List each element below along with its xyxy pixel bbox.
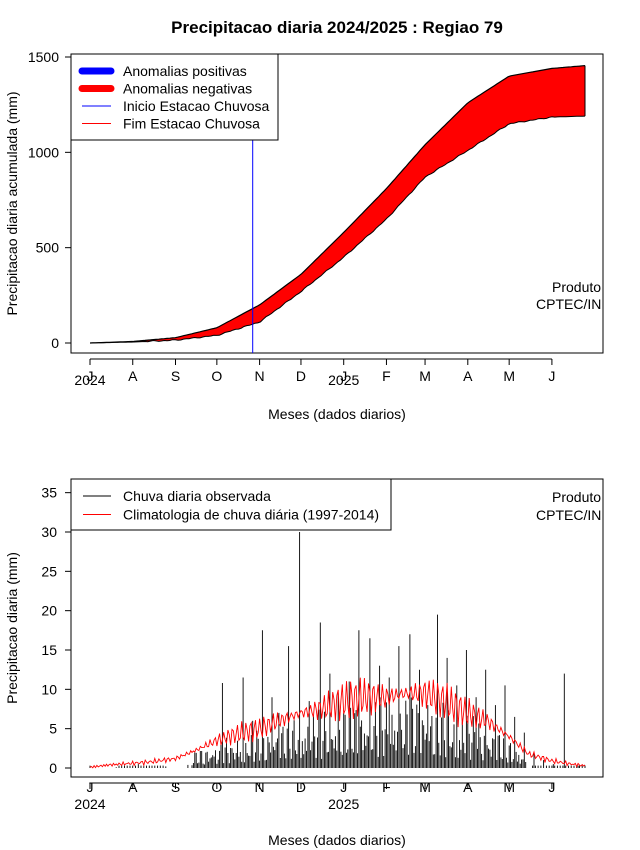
climatology-daily-line	[89, 677, 586, 769]
x-tick-label: M	[419, 368, 431, 384]
produto-label: Produto: CPTEC/INPE	[536, 489, 620, 523]
x-tick-label: O	[211, 368, 222, 384]
year-label-2024: 2024	[74, 796, 105, 812]
produto-label: Produto:CPTEC/INPE	[536, 279, 620, 312]
y-tick-label: 1500	[28, 49, 59, 65]
legend-label: Chuva diaria observada	[123, 488, 271, 504]
x-tick-label: J	[548, 779, 555, 795]
legend-box	[70, 53, 279, 141]
legend-label: Climatologia de chuva diária (1997-2014)	[123, 507, 379, 523]
x-tick-label: N	[255, 368, 265, 384]
y-tick-label: 5	[49, 721, 57, 737]
cumulative-precipitation-panel: 0 500 1000 1500 Precipitacao diaria acumulad…	[4, 49, 620, 422]
y-tick-label: 30	[41, 524, 57, 540]
y-tick-label: 0	[51, 335, 59, 351]
year-label-2025: 2025	[328, 796, 359, 812]
x-tick-label: S	[171, 779, 180, 795]
x-tick-label: A	[128, 779, 138, 795]
chart-title: Precipitacao diaria 2024/2025 : Regiao 7…	[171, 18, 503, 37]
y-axis-label: Precipitacao diaria acumulada (mm)	[4, 91, 20, 315]
x-tick-label: D	[296, 368, 306, 384]
x-tick-label: F	[382, 779, 391, 795]
legend-label: Anomalias positivas	[123, 63, 247, 79]
legend-label: Inicio Estacao Chuvosa	[123, 98, 270, 114]
x-tick-label: J	[548, 368, 555, 384]
produto-line2: CPTEC/INPE	[536, 296, 620, 312]
climatology-cumulative-line	[89, 65, 586, 344]
y-tick-label: 35	[41, 485, 57, 501]
year-label-2024: 2024	[74, 372, 105, 388]
x-tick-label: O	[211, 779, 222, 795]
legend: Chuva diaria observada Climatologia de ch…	[70, 478, 392, 531]
y-tick-label: 15	[41, 642, 57, 658]
x-tick-label: J	[340, 368, 347, 384]
y-tick-label: 0	[49, 760, 57, 776]
y-tick-label: 20	[41, 603, 57, 619]
x-axis-label: Meses (dados diarios)	[268, 832, 406, 848]
x-tick-label: M	[419, 779, 431, 795]
x-axis-label: Meses (dados diarios)	[268, 406, 406, 422]
produto-line2: CPTEC/INPE	[536, 507, 620, 523]
x-tick-label: A	[463, 368, 473, 384]
y-tick-label: 10	[41, 681, 57, 697]
x-tick-label: M	[503, 368, 515, 384]
y-tick-label: 1000	[28, 144, 59, 160]
produto-line1: Produto:	[552, 489, 605, 505]
x-tick-label: A	[128, 368, 138, 384]
y-axis-label: Precipitacao diaria (mm)	[4, 552, 20, 704]
x-tick-label: S	[171, 368, 180, 384]
x-tick-label: J	[87, 368, 94, 384]
x-tick-label: M	[503, 779, 515, 795]
legend: Anomalias positivas Anomalias negativasIn…	[70, 53, 279, 141]
produto-line1: Produto:	[552, 279, 605, 295]
x-tick-label: F	[382, 368, 391, 384]
observed-daily-bars	[89, 532, 586, 768]
plot-frame	[70, 53, 604, 354]
x-tick-label: J	[87, 779, 94, 795]
x-tick-label: N	[255, 779, 265, 795]
legend-box	[70, 478, 392, 531]
legend-label: Fim Estacao Chuvosa	[123, 116, 260, 132]
x-tick-label: A	[463, 779, 473, 795]
x-tick-label: D	[296, 779, 306, 795]
year-label-2025: 2025	[328, 372, 359, 388]
x-tick-label: J	[340, 779, 347, 795]
observed-cumulative-line	[89, 115, 586, 344]
y-tick-label: 500	[36, 240, 60, 256]
legend-label: Anomalias negativas	[123, 81, 252, 97]
y-tick-label: 25	[41, 563, 57, 579]
anomaly-negative-area	[90, 65, 585, 343]
